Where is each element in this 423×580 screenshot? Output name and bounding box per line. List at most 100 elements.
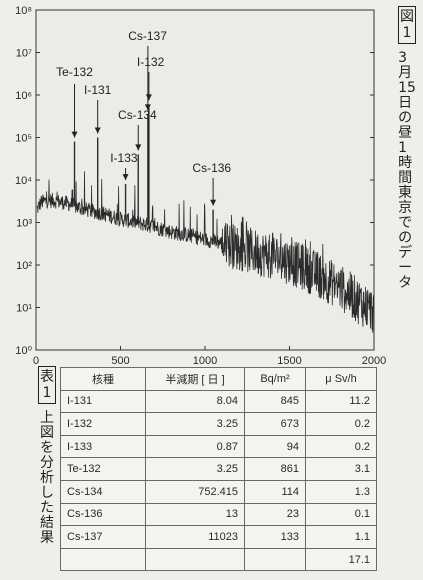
cell-bq: 861: [244, 457, 306, 481]
cell-bq: 23: [244, 502, 306, 527]
x-tick-label: 500: [111, 355, 129, 365]
figure-caption-char: ー: [398, 260, 413, 276]
cell-usv: 0.1: [305, 502, 377, 527]
y-tick-label: 10³: [16, 218, 32, 230]
cell-bq: 673: [244, 412, 306, 436]
y-tick-label: 10⁴: [15, 175, 32, 187]
spectrum-chart: 10⁰ 10¹ 10² 10³ 10⁴ 10⁵ 10⁶ 10⁷ 10⁸ 0 500 1000 1500 2…: [15, 5, 386, 365]
table-row: Cs-137 11023 133 1.1: [60, 525, 377, 549]
table-caption-char: し: [40, 485, 54, 501]
cell-bq: 845: [244, 389, 306, 414]
figure-caption-char: 15: [398, 80, 416, 96]
figure-caption-char: デ: [398, 245, 413, 261]
annotation-arrow-head: [210, 199, 217, 206]
cell-usv: 3.1: [305, 457, 377, 481]
table-caption-char: 上: [40, 410, 54, 426]
table-caption-char: 図: [40, 425, 54, 441]
annotation-te-132: Te-132: [56, 65, 93, 79]
table-tag: 表 1: [38, 366, 56, 404]
figure-caption: 図 1 3 月 15 日の昼 1 時間東京でのデータ: [396, 6, 418, 291]
y-tick-label: 10⁸: [15, 5, 32, 17]
x-tick-label: 2000: [362, 355, 386, 365]
cell-nuclide: I-132: [60, 412, 146, 436]
table-caption-char: 果: [40, 530, 54, 546]
figure-caption-char: で: [398, 215, 413, 231]
annotation-arrow-head: [122, 174, 129, 181]
ticks-layer: 10⁰ 10¹ 10² 10³ 10⁴ 10⁵ 10⁶ 10⁷ 10⁸ 0 500 1000 1500 2…: [15, 5, 386, 365]
annotation-i-132: I-132: [137, 55, 165, 69]
annotation-arrow-head: [94, 127, 101, 134]
cell-usv: 1.1: [305, 525, 377, 549]
figure-caption-char: の: [398, 230, 413, 246]
figure-caption-char: 東: [398, 185, 413, 201]
cell-nuclide: I-131: [60, 389, 146, 414]
annotation-cs-137: Cs-137: [128, 29, 167, 43]
table-row: I-133 0.87 94 0.2: [60, 434, 377, 459]
cell-nuclide: [60, 547, 146, 572]
cell-half-life: 8.04: [145, 389, 245, 414]
header-bq: Bq/m²: [244, 367, 306, 391]
cell-nuclide: Cs-134: [60, 479, 146, 504]
y-tick-label: 10⁰: [15, 345, 32, 357]
table-tag-char: 1: [42, 385, 52, 401]
cell-half-life: [145, 547, 245, 572]
cell-usv: 0.2: [305, 434, 377, 459]
figure-caption-char: 京: [398, 200, 413, 216]
annotation-arrow-head: [71, 131, 78, 138]
x-tick-label: 1500: [277, 355, 301, 365]
y-tick-label: 10²: [16, 260, 32, 272]
cell-usv: 0.2: [305, 412, 377, 436]
annotation-cs-136: Cs-136: [192, 161, 231, 175]
cell-half-life: 11023: [145, 525, 245, 549]
annotation-arrow-head: [135, 144, 142, 151]
cell-bq: 114: [244, 479, 306, 504]
cell-half-life: 13: [145, 502, 245, 527]
x-tick-label: 1000: [193, 355, 217, 365]
table-caption-char: 分: [40, 455, 54, 471]
annotation-layer: Te-132 I-131 I-133 Cs-134 I-132 Cs-137 Cs-136: [56, 29, 231, 206]
cell-nuclide: Cs-137: [60, 525, 146, 549]
annotation-cs-134: Cs-134: [118, 108, 157, 122]
header-half-life: 半減期 [ 日 ]: [145, 367, 245, 391]
figure-caption-char: 3: [398, 50, 407, 66]
y-tick-label: 10⁵: [15, 133, 32, 145]
cell-usv: 11.2: [305, 389, 377, 414]
y-tick-label: 10⁷: [16, 48, 32, 60]
figure-caption-char: 月: [398, 65, 413, 81]
table-header-row: 核種 半減期 [ 日 ] Bq/m² μ Sv/h: [60, 367, 377, 391]
table-tag-char: 表: [40, 369, 54, 385]
cell-nuclide: Te-132: [60, 457, 146, 481]
figure-caption-char: 間: [398, 170, 413, 186]
table-row: Cs-134 752.415 114 1.3: [60, 479, 377, 504]
figure-tag: 図 1: [398, 6, 416, 44]
x-tick-label: 0: [33, 355, 39, 365]
plot-frame: [35, 9, 375, 351]
nuclide-table: 核種 半減期 [ 日 ] Bq/m² μ Sv/h I-131 8.04 845 11…: [60, 367, 377, 572]
table-caption-char: 析: [40, 470, 54, 486]
cell-half-life: 3.25: [145, 457, 245, 481]
table-row: I-132 3.25 673 0.2: [60, 412, 377, 436]
cell-half-life: 3.25: [145, 412, 245, 436]
cell-nuclide: I-133: [60, 434, 146, 459]
table-row: Te-132 3.25 861 3.1: [60, 457, 377, 481]
header-usv: μ Sv/h: [305, 367, 377, 391]
table-caption-char: を: [40, 440, 54, 456]
table-body: I-131 8.04 845 11.2 I-132 3.25 673 0.2 I-133 0.87…: [60, 389, 377, 572]
cell-usv: 1.3: [305, 479, 377, 504]
figure-caption-text: 3 月 15 日の昼 1 時間東京でのデータ: [398, 50, 416, 291]
annotation-i-131: I-131: [84, 83, 112, 97]
cell-bq: 133: [244, 525, 306, 549]
cell-half-life: 752.415: [145, 479, 245, 504]
annotation-i-133: I-133: [110, 151, 138, 165]
figure-caption-char: 日: [398, 95, 413, 111]
annotation-arrow-head: [144, 104, 151, 111]
figure-tag-char: 図: [400, 9, 414, 25]
figure-caption-char: 昼: [398, 125, 413, 141]
table-caption-char: 結: [40, 515, 54, 531]
table-row: I-131 8.04 845 11.2: [60, 389, 377, 414]
figure-tag-char: 1: [402, 25, 412, 41]
table-caption-text: 上図を分析した結果: [40, 410, 54, 546]
cell-bq: 94: [244, 434, 306, 459]
cell-usv: 17.1: [305, 547, 377, 572]
cell-nuclide: Cs-136: [60, 502, 146, 527]
